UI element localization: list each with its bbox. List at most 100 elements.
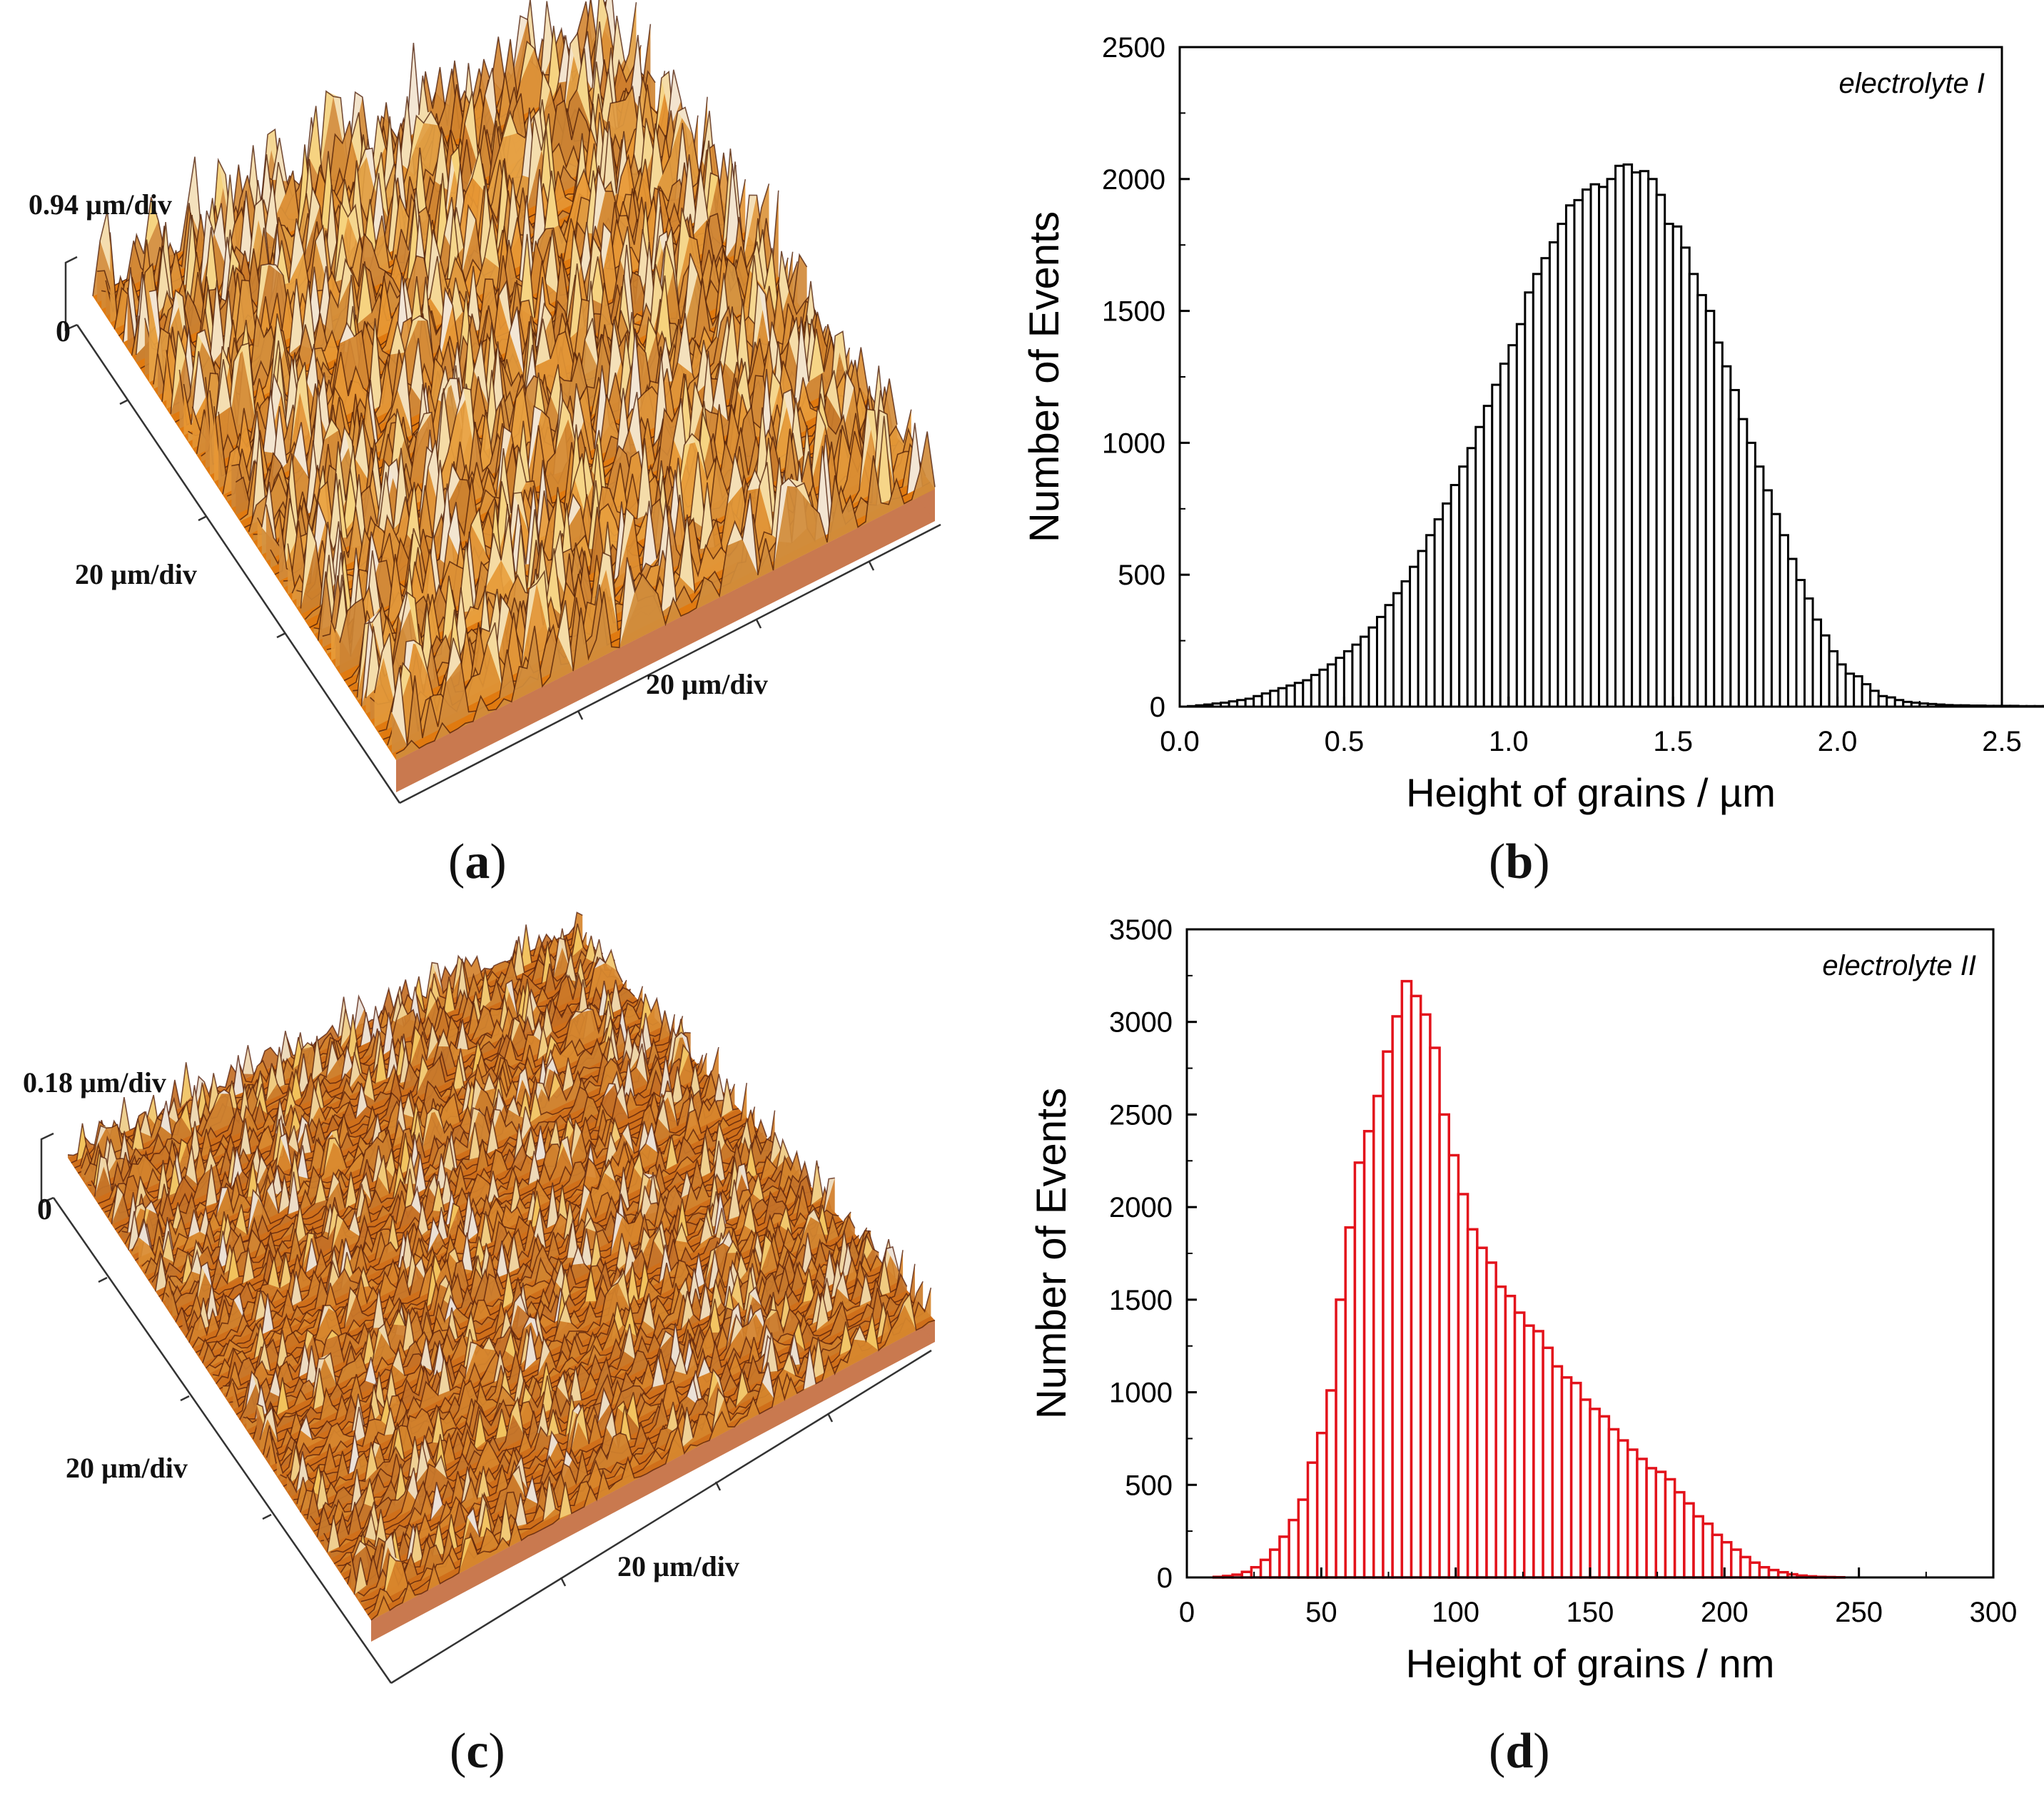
afm-peak (405, 315, 420, 353)
afm-peak (326, 1041, 338, 1078)
afm-peak (526, 1476, 539, 1505)
histogram-bar (1853, 675, 1863, 708)
afm-z-axis (64, 256, 78, 331)
histogram-bar (1721, 365, 1732, 708)
histogram-bar (1287, 1518, 1300, 1579)
afm-peak (803, 1346, 816, 1390)
afm-peak (348, 1052, 360, 1090)
x-tick-label: 0.0 (1160, 726, 1200, 757)
histogram-bar (1598, 1415, 1611, 1579)
afm-peak (232, 1055, 244, 1096)
afm-surface-a: 0.94 µm/div 0 20 µm/div 20 µm/div (29, 0, 941, 804)
afm-peak (255, 1155, 267, 1191)
afm-peak (781, 478, 796, 488)
histogram-bar (1362, 1130, 1375, 1579)
afm-ridge-fill (396, 431, 935, 760)
afm-peak (802, 1268, 815, 1303)
histogram-bar (2009, 704, 2020, 708)
histogram-bars (1212, 979, 1846, 1579)
histogram-bar (1297, 1498, 1310, 1579)
afm-y-scale-label: 20 µm/div (66, 1452, 188, 1484)
afm-peak (100, 1156, 112, 1191)
histogram-bar (1654, 1470, 1667, 1579)
afm-peak (604, 1132, 617, 1168)
afm-peak (570, 1405, 583, 1454)
afm-peak (679, 514, 695, 592)
afm-peak (284, 355, 300, 435)
afm-peak (572, 1246, 585, 1265)
afm-peak (300, 1415, 313, 1440)
afm-peak (325, 1330, 338, 1340)
afm-peak (677, 107, 693, 135)
afm-peak (624, 1306, 637, 1337)
afm-peak (188, 1085, 201, 1129)
afm-peak (373, 1288, 385, 1328)
histogram-d: 0 50 100 150 200 250 3000500100015002000250030… (1028, 914, 2018, 1686)
afm-peak (231, 1147, 243, 1188)
histogram-bar (1622, 163, 1634, 708)
histogram-bar (1326, 663, 1337, 708)
afm-peak (472, 149, 487, 195)
histogram-bar (1704, 310, 1716, 708)
y-tick-label: 2500 (1109, 1099, 1173, 1131)
afm-peak (365, 1442, 378, 1482)
afm-peak (402, 1309, 415, 1352)
afm-peak (707, 1369, 719, 1406)
afm-peak (355, 420, 370, 483)
histogram-bar (1655, 193, 1666, 708)
x-tick-label: 0.5 (1325, 726, 1365, 757)
afm-peak (363, 1066, 375, 1101)
afm-peak (465, 1311, 477, 1341)
y-tick-label: 0 (1157, 1562, 1173, 1594)
afm-peak (296, 1451, 309, 1492)
afm-peak (213, 1089, 225, 1109)
afm-peak (465, 1342, 477, 1379)
afm-peak (247, 1160, 259, 1197)
histogram-bar (1749, 1561, 1761, 1579)
afm-peak (570, 1011, 582, 1021)
afm-ridge-fill (131, 1003, 651, 1256)
afm-peak (382, 633, 398, 716)
afm-peak (353, 1407, 365, 1443)
histogram-bar (1701, 1522, 1714, 1579)
histogram-bar (1739, 1555, 1751, 1579)
y-axis-label: Number of Events (1021, 211, 1068, 542)
afm-peak (280, 1133, 292, 1168)
histogram-bar (2042, 704, 2044, 708)
afm-peak (636, 1044, 648, 1084)
afm-peak (261, 1293, 274, 1335)
afm-peak (502, 1269, 515, 1309)
histogram-bar (1564, 204, 1576, 708)
afm-peak (357, 261, 373, 325)
afm-peak (420, 1335, 432, 1371)
afm-ridge-fill (188, 96, 708, 443)
afm-peak (672, 1066, 684, 1103)
afm-peak (816, 1292, 829, 1331)
afm-peak (94, 1126, 106, 1150)
histogram-bar (1447, 1153, 1460, 1579)
x-tick-label: 300 (1970, 1597, 2018, 1628)
afm-ridge-fill (214, 165, 736, 482)
afm-ridge-line (248, 218, 774, 532)
afm-z-zero-label: 0 (56, 315, 71, 348)
afm-peak (566, 231, 582, 323)
afm-peak (585, 936, 597, 964)
afm-peak (378, 472, 394, 532)
afm-peak (437, 1030, 450, 1047)
histogram-bar (1692, 1515, 1704, 1579)
histogram-bar (1429, 1046, 1441, 1579)
afm-ridge-fill (266, 1162, 811, 1461)
caption-c-letter: c (466, 1724, 489, 1779)
afm-peak (460, 206, 476, 279)
histogram-bar (1419, 1013, 1432, 1579)
afm-peak (421, 1108, 433, 1153)
afm-peak (485, 215, 500, 268)
afm-peak (776, 1140, 789, 1168)
afm-peak (712, 1389, 725, 1433)
series-annotation: electrolyte II (1822, 950, 1976, 981)
afm-peak (378, 1155, 390, 1194)
afm-peak (557, 600, 574, 672)
afm-front-side (396, 489, 935, 792)
afm-peak (383, 1554, 396, 1600)
afm-peak (206, 1164, 218, 1207)
